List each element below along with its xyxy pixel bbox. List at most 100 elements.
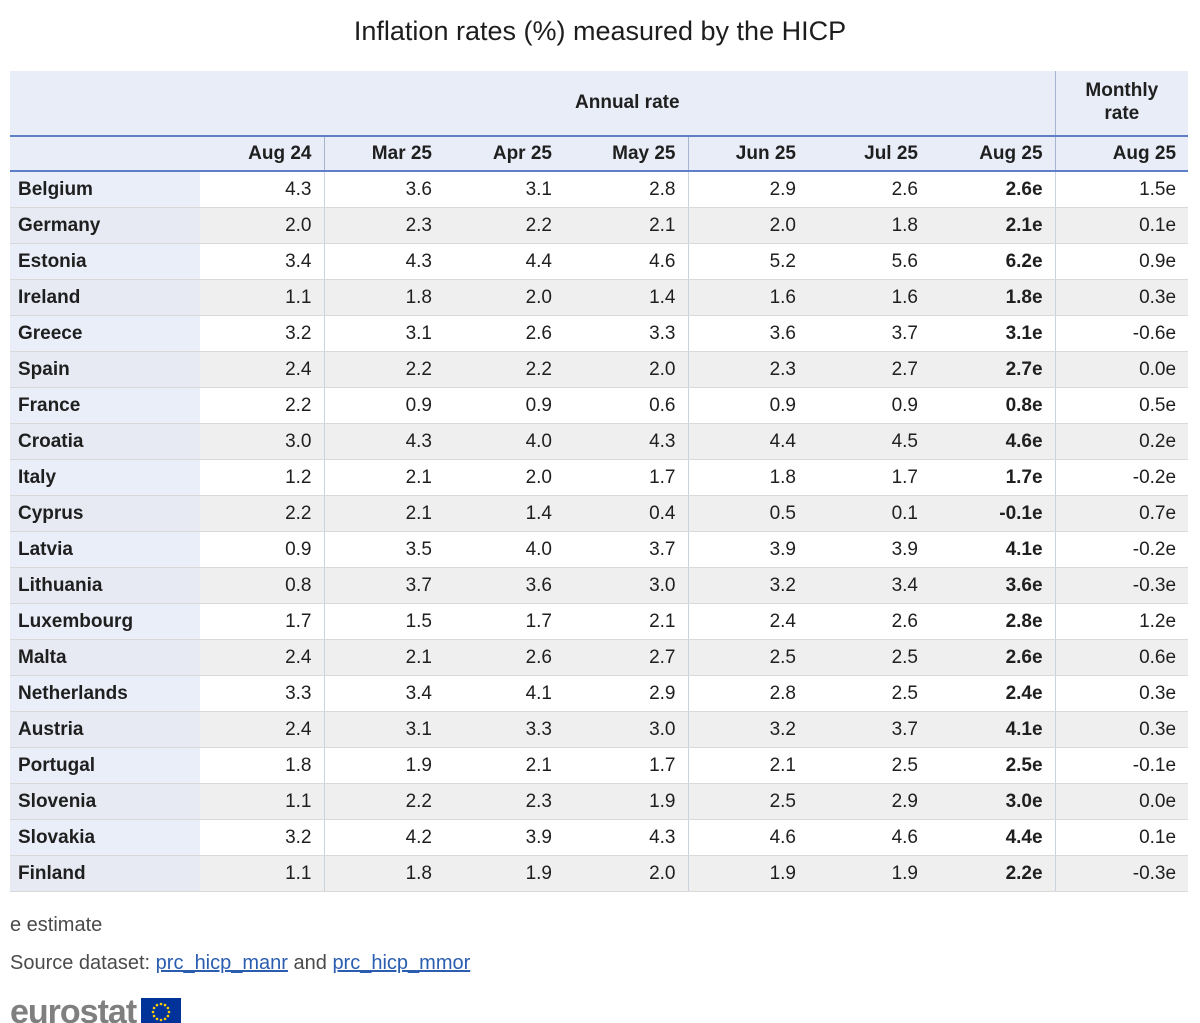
eurostat-logo-text: eurostat	[10, 993, 137, 1023]
dataset-link-manr[interactable]: prc_hicp_manr	[155, 952, 288, 974]
country-cell: Slovenia	[10, 783, 200, 820]
value-cell: 2.5	[687, 783, 808, 820]
table-row: Cyprus 2.2 2.1 1.4 0.4 0.5 0.1 -0.1e 0.7e	[10, 495, 1189, 532]
value-cell: -0.3e	[1054, 855, 1189, 892]
table-row: Lithuania 0.8 3.7 3.6 3.0 3.2 3.4 3.6e -0.3e	[10, 567, 1189, 604]
value-cell: 3.3	[444, 711, 564, 748]
table-row: Italy 1.2 2.1 2.0 1.7 1.8 1.7 1.7e -0.2e	[10, 459, 1189, 496]
value-cell: 2.4	[200, 639, 324, 676]
value-cell: 3.1	[323, 315, 444, 352]
value-cell: 2.2	[323, 351, 444, 388]
value-cell: 5.6	[808, 243, 930, 280]
value-cell: 3.5	[323, 531, 444, 568]
value-cell: 3.6e	[930, 567, 1056, 604]
estimate-note: e estimate	[10, 914, 103, 936]
value-cell: 3.9	[444, 819, 564, 856]
month-column-header: Aug 25	[930, 135, 1056, 172]
value-cell: 4.5	[808, 423, 930, 460]
eu-flag-icon	[141, 998, 182, 1023]
value-cell: 1.4	[564, 279, 688, 316]
table-row: Estonia 3.4 4.3 4.4 4.6 5.2 5.6 6.2e 0.9e	[10, 243, 1189, 280]
value-cell: 2.0	[200, 207, 324, 244]
value-cell: 1.7e	[930, 459, 1056, 496]
value-cell: 4.2	[323, 819, 444, 856]
country-cell: Italy	[10, 459, 200, 496]
value-cell: 2.5	[808, 639, 930, 676]
value-cell: 2.4e	[930, 675, 1056, 712]
value-cell: 1.2	[200, 459, 324, 496]
value-cell: 1.7	[200, 603, 324, 640]
source-prefix: Source dataset:	[10, 952, 156, 974]
table-row: Croatia 3.0 4.3 4.0 4.3 4.4 4.5 4.6e 0.2e	[10, 423, 1189, 460]
value-cell: 3.0	[564, 567, 688, 604]
value-cell: 4.3	[323, 423, 444, 460]
value-cell: 1.1	[200, 855, 324, 892]
month-column-header: Aug 25	[1054, 135, 1189, 172]
table-row: Germany 2.0 2.3 2.2 2.1 2.0 1.8 2.1e 0.1e	[10, 207, 1189, 244]
table-row: Luxembourg 1.7 1.5 1.7 2.1 2.4 2.6 2.8e 1.2e	[10, 603, 1189, 640]
value-cell: 1.9	[564, 783, 688, 820]
country-cell: Belgium	[10, 171, 200, 208]
value-cell: 3.3	[564, 315, 688, 352]
value-cell: 1.5	[323, 603, 444, 640]
country-cell: Malta	[10, 639, 200, 676]
value-cell: 4.6	[808, 819, 930, 856]
value-cell: 3.7	[564, 531, 688, 568]
table-row: Finland 1.1 1.8 1.9 2.0 1.9 1.9 2.2e -0.3e	[10, 855, 1189, 892]
value-cell: 2.2	[444, 351, 564, 388]
value-cell: 3.6	[687, 315, 808, 352]
value-cell: 0.8e	[930, 387, 1056, 424]
value-cell: 1.2e	[1054, 603, 1189, 640]
table-row: Portugal 1.8 1.9 2.1 1.7 2.1 2.5 2.5e -0.1e	[10, 747, 1189, 784]
value-cell: 3.7	[323, 567, 444, 604]
value-cell: 0.8	[200, 567, 324, 604]
country-cell: Lithuania	[10, 567, 200, 604]
value-cell: 4.0	[444, 531, 564, 568]
value-cell: 3.1e	[930, 315, 1056, 352]
value-cell: 2.6	[808, 603, 930, 640]
value-cell: 1.6	[808, 279, 930, 316]
value-cell: 2.1	[687, 747, 808, 784]
value-cell: 0.6e	[1054, 639, 1189, 676]
value-cell: 3.9	[687, 531, 808, 568]
value-cell: 3.4	[323, 675, 444, 712]
value-cell: 4.6	[564, 243, 688, 280]
value-cell: 2.2e	[930, 855, 1056, 892]
value-cell: 0.9e	[1054, 243, 1189, 280]
country-cell: Cyprus	[10, 495, 200, 532]
value-cell: 2.7e	[930, 351, 1056, 388]
value-cell: 4.3	[564, 423, 688, 460]
value-cell: 4.1e	[930, 531, 1056, 568]
value-cell: 0.3e	[1054, 711, 1189, 748]
value-cell: 1.4	[444, 495, 564, 532]
country-cell: Finland	[10, 855, 200, 892]
value-cell: 2.1	[564, 603, 688, 640]
value-cell: 3.0e	[930, 783, 1056, 820]
footer: e estimate Source dataset: prc_hicp_manr…	[10, 914, 1200, 1023]
value-cell: 3.1	[323, 711, 444, 748]
value-cell: 4.1	[444, 675, 564, 712]
value-cell: 1.8	[323, 855, 444, 892]
value-cell: 3.0	[200, 423, 324, 460]
value-cell: 2.5	[808, 675, 930, 712]
value-cell: 2.5	[808, 747, 930, 784]
value-cell: 3.6	[444, 567, 564, 604]
value-cell: 0.9	[808, 387, 930, 424]
value-cell: 0.6	[564, 387, 688, 424]
value-cell: -0.2e	[1054, 459, 1189, 496]
value-cell: 2.3	[444, 783, 564, 820]
value-cell: 4.6e	[930, 423, 1056, 460]
month-column-header: Mar 25	[323, 135, 444, 172]
table-row: Slovakia 3.2 4.2 3.9 4.3 4.6 4.6 4.4e 0.1e	[10, 819, 1189, 856]
value-cell: 1.9	[323, 747, 444, 784]
month-header-row: Aug 24 Mar 25 Apr 25 May 25 Jun 25 Jul 25 Aug …	[10, 135, 1189, 172]
dataset-link-mmor[interactable]: prc_hicp_mmor	[332, 952, 471, 974]
value-cell: 0.1	[808, 495, 930, 532]
value-cell: 4.4	[687, 423, 808, 460]
value-cell: 2.7	[808, 351, 930, 388]
month-column-header: May 25	[564, 135, 688, 172]
value-cell: 0.0e	[1054, 783, 1189, 820]
value-cell: 2.5	[687, 639, 808, 676]
value-cell: 0.9	[200, 531, 324, 568]
value-cell: 1.7	[564, 459, 688, 496]
